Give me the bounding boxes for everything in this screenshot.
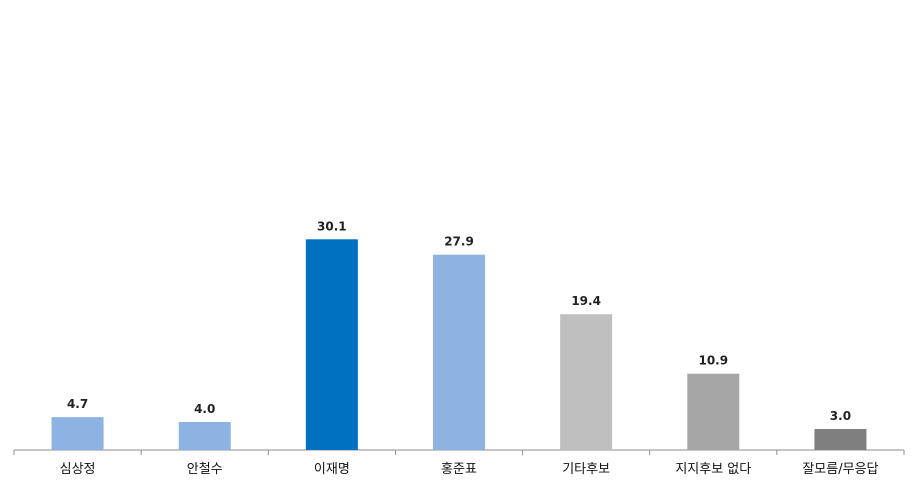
category-label: 심상정 [60, 462, 96, 477]
category-labels-group: 심상정 안철수 이재명 홍준표 기타후보 지지후보 없다 잘모름/무응답 [60, 462, 879, 477]
bar-4 [433, 254, 485, 450]
category-label: 지지후보 없다 [675, 462, 751, 477]
value-label: 10.9 [698, 354, 728, 368]
bar-3 [305, 239, 358, 450]
value-label: 19.4 [571, 294, 601, 308]
value-label: 3.0 [830, 409, 851, 423]
value-label: 4.0 [194, 402, 215, 416]
bar-5 [560, 314, 613, 450]
bar-1 [51, 417, 104, 450]
bars-group [51, 239, 867, 450]
value-label: 30.1 [317, 219, 347, 233]
bar-6 [687, 373, 740, 450]
category-label: 홍준표 [441, 462, 477, 477]
category-label: 기타후보 [562, 462, 610, 477]
category-label: 이재명 [314, 462, 350, 477]
category-label: 안철수 [187, 462, 223, 477]
bar-2 [178, 422, 231, 450]
x-axis-ticks [13, 450, 905, 455]
category-label: 잘모름/무응답 [802, 462, 878, 477]
value-label: 27.9 [444, 235, 474, 249]
value-label: 4.7 [67, 397, 88, 411]
bar-7 [814, 429, 867, 450]
value-labels-group: 4.7 4.0 30.1 27.9 19.4 10.9 3.0 [67, 219, 851, 423]
